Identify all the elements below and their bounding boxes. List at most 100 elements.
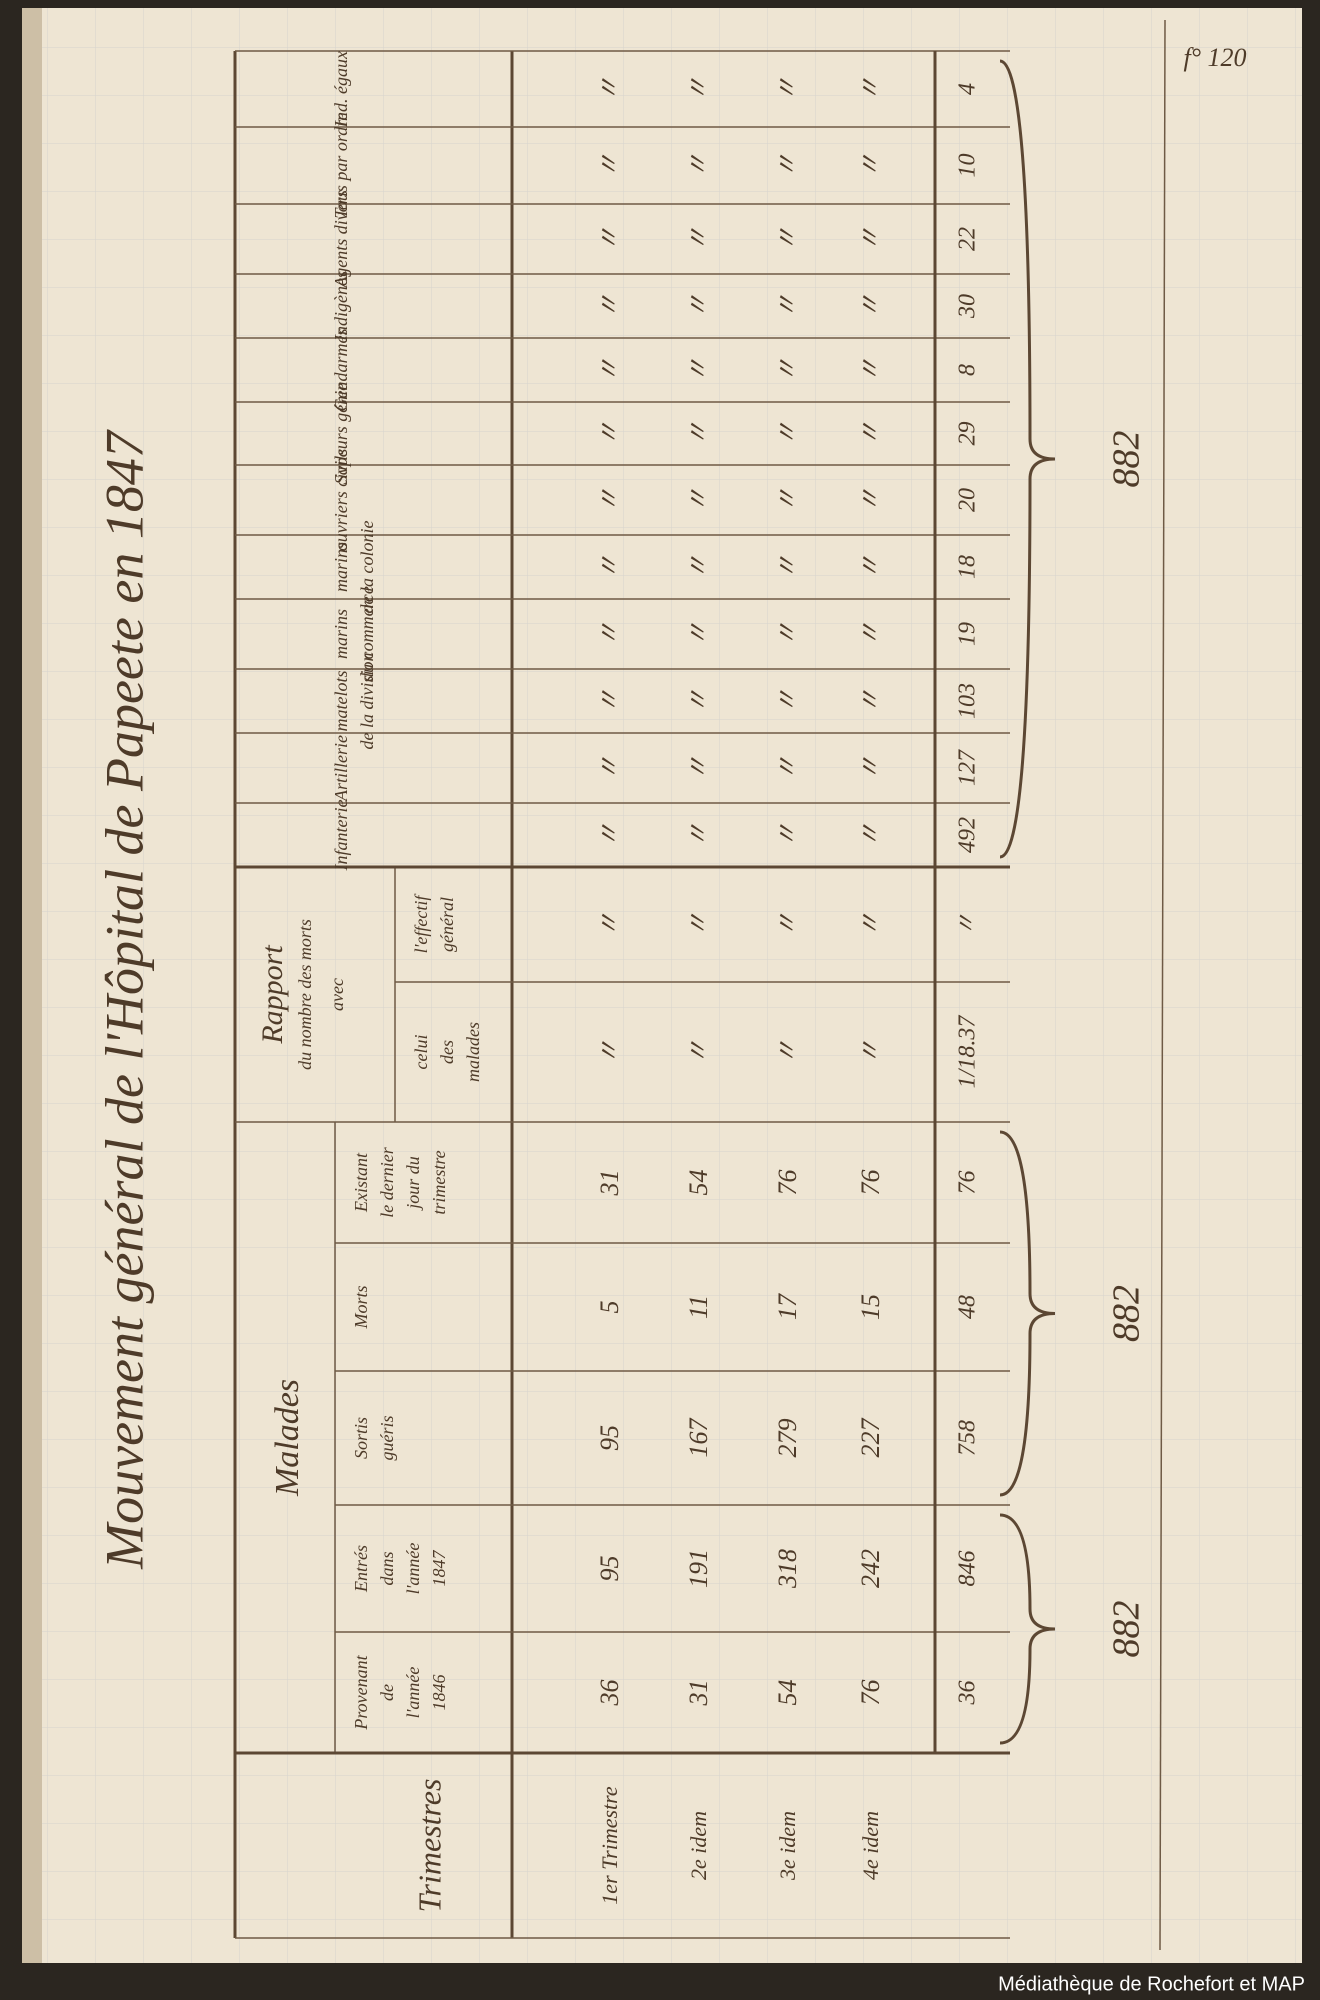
column-header: Sortis <box>351 1417 371 1459</box>
cell: 〃 <box>856 755 885 781</box>
cell: 〃 <box>856 293 885 319</box>
cell: 95 <box>595 1556 624 1582</box>
cell: 〃 <box>773 1039 802 1065</box>
column-header: Indigènes <box>331 271 351 342</box>
cell: 〃 <box>773 293 802 319</box>
column-header: Infanterie <box>331 800 351 872</box>
group-header: du nombre des morts <box>295 919 315 1070</box>
cell: 〃 <box>773 76 802 102</box>
cell: 〃 <box>684 554 713 580</box>
total-cell: 36 <box>955 1681 981 1706</box>
total-cell: 30 <box>955 294 981 319</box>
group-header: Malades <box>269 1379 306 1497</box>
cell: 〃 <box>773 911 802 937</box>
cell: 〃 <box>684 152 713 178</box>
cell: 〃 <box>595 911 624 937</box>
group-header: Rapport <box>256 945 289 1045</box>
cell: 279 <box>773 1419 802 1458</box>
cell: 〃 <box>856 911 885 937</box>
cell: 〃 <box>595 293 624 319</box>
column-header: marins <box>331 542 351 592</box>
total-cell: 29 <box>955 422 981 446</box>
column-header: marins <box>331 609 351 659</box>
total-cell: 758 <box>955 1420 981 1456</box>
cell: 〃 <box>595 621 624 647</box>
cell: 〃 <box>684 293 713 319</box>
total-cell: 127 <box>955 749 981 786</box>
cell: 〃 <box>856 487 885 513</box>
row-label: 1er Trimestre <box>597 1786 622 1905</box>
cell: 76 <box>773 1170 802 1196</box>
column-header: jour du <box>403 1156 423 1211</box>
cell: 167 <box>684 1418 713 1458</box>
cell: 〃 <box>856 688 885 714</box>
cell: 5 <box>595 1301 624 1314</box>
cell: 〃 <box>773 688 802 714</box>
total-cell: 4 <box>955 83 981 95</box>
cell: 〃 <box>595 822 624 848</box>
cell: 〃 <box>773 152 802 178</box>
column-header: ouvriers civils <box>331 449 351 551</box>
cell: 〃 <box>595 1039 624 1065</box>
cell: 242 <box>856 1549 885 1588</box>
cell: 31 <box>684 1680 713 1707</box>
column-header: 1846 <box>429 1675 449 1711</box>
total-cell: 〃 <box>955 913 981 937</box>
cell: 〃 <box>684 911 713 937</box>
brace <box>999 1513 1056 1745</box>
cell: 〃 <box>856 554 885 580</box>
column-header: celui <box>411 1035 431 1070</box>
cell: 〃 <box>684 226 713 252</box>
cell: 〃 <box>595 76 624 102</box>
cell: 191 <box>684 1549 713 1588</box>
column-header: Gendarmes <box>331 329 351 412</box>
column-header: des <box>437 1040 457 1064</box>
cell: 〃 <box>684 621 713 647</box>
grand-total: 882 <box>1106 1285 1148 1342</box>
column-header: Existant <box>351 1152 371 1213</box>
cell: 54 <box>773 1680 802 1706</box>
cell: 〃 <box>684 487 713 513</box>
row-label: 2e idem <box>686 1811 711 1880</box>
cell: 〃 <box>684 688 713 714</box>
cell: 〃 <box>773 487 802 513</box>
cell: 〃 <box>773 554 802 580</box>
total-cell: 18 <box>955 555 981 579</box>
group-header: avec <box>327 978 347 1011</box>
cell: 11 <box>684 1295 713 1319</box>
total-cell: 19 <box>955 622 981 646</box>
cell: 〃 <box>773 226 802 252</box>
column-header: de la division <box>357 653 377 750</box>
column-header: Artillerie <box>331 735 351 802</box>
rotated-table: Mouvement général de l'Hôpital de Papeet… <box>94 50 1148 1939</box>
cell: 〃 <box>856 357 885 383</box>
credit: Médiathèque de Rochefort et MAP <box>998 1973 1305 1995</box>
column-header: trimestre <box>429 1150 449 1214</box>
column-header: Agents divers <box>331 190 351 288</box>
column-header: l'effectif <box>411 893 431 954</box>
paper-grid <box>22 8 1302 1963</box>
total-cell: 846 <box>955 1551 981 1587</box>
column-header: Provenant <box>351 1654 371 1730</box>
cell: 〃 <box>684 420 713 446</box>
cell: 〃 <box>773 621 802 647</box>
cell: 36 <box>595 1680 624 1707</box>
cell: 〃 <box>773 357 802 383</box>
total-cell: 8 <box>955 364 981 376</box>
column-header: Ind. égaux <box>331 51 351 128</box>
cell: 〃 <box>595 226 624 252</box>
column-header: Sapeurs génie <box>331 383 351 484</box>
cell: 〃 <box>595 554 624 580</box>
binding-edge <box>22 8 42 1963</box>
cell: 〃 <box>856 621 885 647</box>
cell: 〃 <box>773 822 802 848</box>
brace <box>999 1130 1056 1497</box>
folio: f° 120 <box>1183 43 1246 72</box>
cell: 〃 <box>856 226 885 252</box>
cell: 〃 <box>595 487 624 513</box>
column-header: de la colonie <box>357 521 377 614</box>
brace <box>999 59 1056 859</box>
cell: 〃 <box>856 76 885 102</box>
column-header: l'année <box>403 1667 423 1719</box>
